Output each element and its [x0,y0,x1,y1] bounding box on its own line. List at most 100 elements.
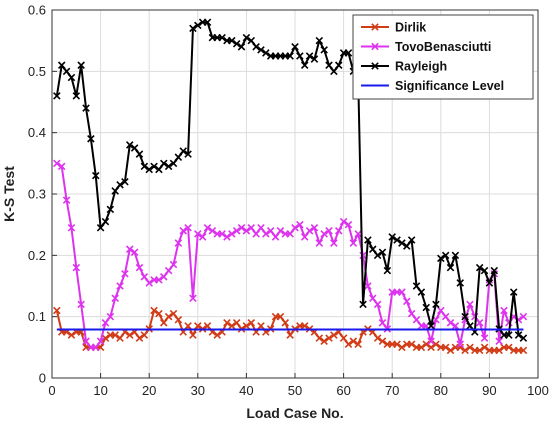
data-point-tovobenasciutti [218,230,226,238]
data-point-tovobenasciutti [252,230,260,238]
data-point-dirlik [393,340,401,349]
data-point-tovobenasciutti [373,300,382,309]
data-point-dirlik [378,337,387,345]
data-point-rayleigh [121,177,129,186]
data-point-dirlik [320,337,328,345]
data-point-rayleigh [140,162,149,171]
data-point-tovobenasciutti [101,319,110,327]
data-point-tovobenasciutti [116,282,124,290]
legend-label: TovoBenasciutti [395,40,491,54]
data-point-dirlik [135,334,144,342]
data-point-rayleigh [252,43,260,51]
data-point-tovobenasciutti [72,263,81,272]
x-tick-label: 80 [434,383,448,398]
data-point-tovobenasciutti [334,227,343,235]
data-point-rayleigh [417,288,426,296]
data-point-dirlik [125,331,134,339]
data-point-tovobenasciutti [300,233,309,241]
data-point-tovobenasciutti [257,223,265,232]
data-point-dirlik [432,340,440,349]
data-point-rayleigh [398,239,406,247]
data-point-tovobenasciutti [437,306,445,315]
data-point-dirlik [427,343,435,352]
data-point-tovobenasciutti [480,334,489,342]
data-point-rayleigh [373,251,382,260]
data-point-dirlik [480,343,489,352]
data-point-tovobenasciutti [135,263,144,272]
data-point-tovobenasciutti [495,337,503,345]
data-point-tovobenasciutti [364,282,372,290]
data-point-tovobenasciutti [130,248,139,257]
y-axis-title: K-S Test [1,166,17,222]
data-point-rayleigh [368,245,377,253]
data-point-dirlik [232,319,241,327]
data-point-dirlik [325,334,333,342]
data-point-rayleigh [407,236,416,244]
data-point-rayleigh [422,303,430,312]
data-point-tovobenasciutti [344,220,353,229]
data-point-dirlik [315,334,324,342]
data-point-tovobenasciutti [349,239,358,247]
data-point-tovobenasciutti [466,300,474,309]
data-point-tovobenasciutti [121,269,129,278]
ticks: 0 10 20 30 40 50 60 70 80 90 100 0 0.1 0.2 0.3 0.4 0.5 0.… [28,3,549,399]
data-point-rayleigh [378,248,387,257]
data-point-tovobenasciutti [232,227,241,235]
data-point-tovobenasciutti [310,223,319,232]
data-point-tovobenasciutti [325,227,333,235]
data-point-dirlik [330,331,338,339]
x-axis-title: Load Case No. [246,405,343,421]
data-point-tovobenasciutti [407,309,416,318]
data-point-dirlik [505,343,513,352]
data-point-dirlik [242,322,251,330]
data-point-tovobenasciutti [266,227,275,235]
data-point-rayleigh [466,322,474,330]
data-point-tovobenasciutti [164,266,173,275]
data-point-rayleigh [427,322,435,330]
data-point-tovobenasciutti [77,300,85,309]
data-point-dirlik [67,331,76,339]
data-point-dirlik [257,322,265,330]
y-tick-label: 0.5 [28,64,46,79]
data-point-tovobenasciutti [91,343,100,352]
data-point-rayleigh [218,33,226,42]
data-point-tovobenasciutti [519,312,528,321]
data-point-rayleigh [456,279,465,287]
data-point-rayleigh [505,331,513,339]
data-point-rayleigh [247,36,256,45]
data-point-dirlik [174,315,183,324]
data-point-rayleigh [62,67,71,76]
data-point-tovobenasciutti [403,297,411,306]
legend-label: Significance Level [395,79,504,93]
data-point-rayleigh [145,165,153,174]
data-point-tovobenasciutti [223,233,231,241]
data-point-tovobenasciutti [398,288,406,296]
data-point-rayleigh [300,61,309,69]
data-point-tovobenasciutti [169,260,178,269]
data-point-tovobenasciutti [184,223,192,232]
data-point-dirlik [276,312,285,321]
series-dirlik [53,306,528,355]
data-point-rayleigh [388,233,396,241]
data-point-dirlik [101,334,110,342]
data-point-tovobenasciutti [145,279,153,287]
legend-marker [371,42,379,51]
data-point-rayleigh [130,144,139,152]
data-point-rayleigh [87,135,95,143]
data-point-tovobenasciutti [82,337,90,345]
data-point-rayleigh [320,46,328,54]
data-point-dirlik [247,319,256,327]
x-tick-label: 60 [336,383,350,398]
data-point-rayleigh [53,92,61,100]
data-point-rayleigh [155,165,163,174]
data-point-rayleigh [164,162,173,171]
data-point-dirlik [417,343,426,352]
data-point-tovobenasciutti [96,337,105,345]
legend-marker [371,23,379,31]
data-point-tovobenasciutti [62,196,71,204]
data-point-rayleigh [475,263,484,272]
data-point-tovobenasciutti [456,340,465,349]
data-point-dirlik [184,322,192,330]
data-point-tovobenasciutti [412,315,421,324]
legend: Dirlik TovoBenasciutti Rayleigh Significanc… [352,14,534,100]
